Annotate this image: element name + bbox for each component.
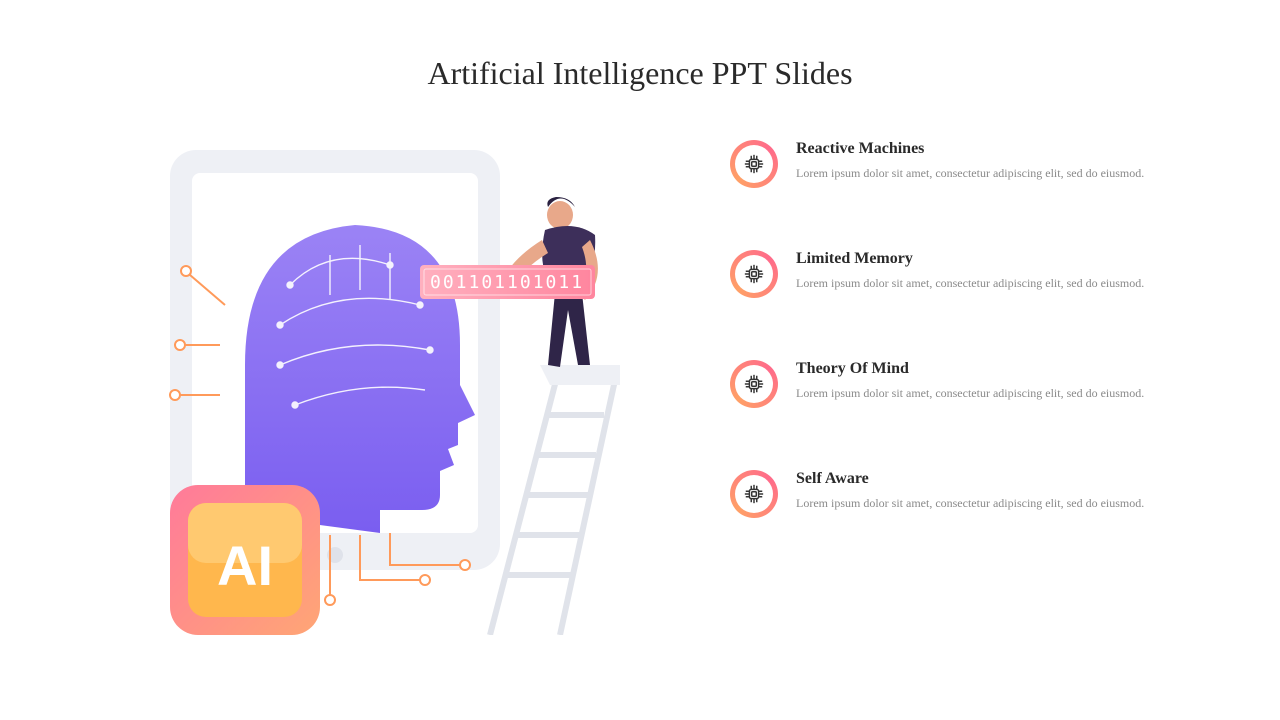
- chip-icon: [730, 250, 778, 298]
- bullet-item-reactive-machines: Reactive Machines Lorem ipsum dolor sit …: [730, 140, 1190, 188]
- bullet-heading: Limited Memory: [796, 250, 1190, 268]
- bullet-heading: Self Aware: [796, 470, 1190, 488]
- bullet-body: Lorem ipsum dolor sit amet, consectetur …: [796, 164, 1190, 182]
- ladder-platform: [540, 365, 620, 385]
- ai-badge: AI: [170, 485, 320, 635]
- bullet-item-theory-of-mind: Theory Of Mind Lorem ipsum dolor sit ame…: [730, 360, 1190, 408]
- bullet-list: Reactive Machines Lorem ipsum dolor sit …: [730, 140, 1190, 580]
- chip-icon: [730, 140, 778, 188]
- bullet-body: Lorem ipsum dolor sit amet, consectetur …: [796, 274, 1190, 292]
- bullet-heading: Reactive Machines: [796, 140, 1190, 158]
- ai-illustration: 001101101011 AI: [130, 135, 620, 635]
- binary-text: 001101101011: [430, 272, 584, 293]
- chip-icon: [730, 470, 778, 518]
- slide-title: Artificial Intelligence PPT Slides: [0, 55, 1280, 92]
- bullet-item-limited-memory: Limited Memory Lorem ipsum dolor sit ame…: [730, 250, 1190, 298]
- binary-banner: 001101101011: [420, 265, 595, 299]
- chip-icon: [730, 360, 778, 408]
- ladder: [490, 365, 615, 635]
- bullet-heading: Theory Of Mind: [796, 360, 1190, 378]
- bullet-body: Lorem ipsum dolor sit amet, consectetur …: [796, 494, 1190, 512]
- svg-text:AI: AI: [217, 534, 273, 597]
- bullet-body: Lorem ipsum dolor sit amet, consectetur …: [796, 384, 1190, 402]
- bullet-item-self-aware: Self Aware Lorem ipsum dolor sit amet, c…: [730, 470, 1190, 518]
